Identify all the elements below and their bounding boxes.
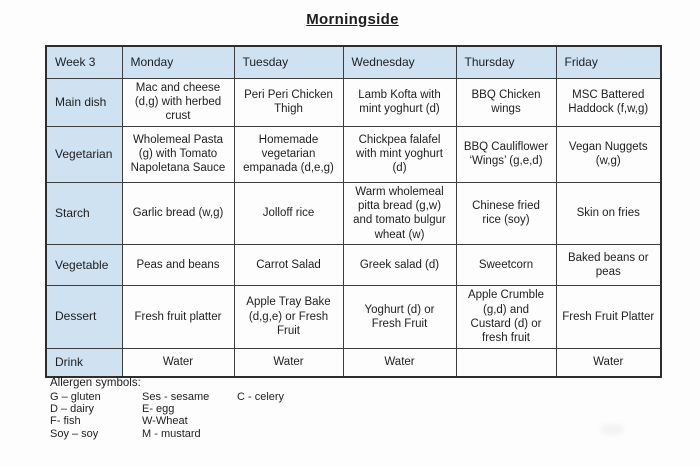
table-header-row: Week 3 Monday Tuesday Wednesday Thursday…	[45, 45, 662, 79]
menu-cell: Peri Peri Chicken Thigh	[233, 77, 344, 127]
menu-cell: Skin on fries	[555, 181, 662, 246]
row-label-vegetarian: Vegetarian	[45, 125, 123, 183]
row-label-starch: Starch	[45, 181, 123, 246]
table-row-main-dish: Main dish Mac and cheese (d,g) with herb…	[45, 77, 662, 127]
table-row-vegetable: Vegetable Peas and beans Carrot Salad Gr…	[45, 244, 662, 287]
menu-cell: Homemade vegetarian empanada (d,e,g)	[233, 125, 344, 183]
menu-cell: Fresh fruit platter	[121, 285, 235, 349]
menu-cell	[455, 347, 557, 378]
row-label-drink: Drink	[45, 347, 123, 378]
page-title: Morningside	[306, 11, 399, 28]
legend-heading: Allergen symbols:	[50, 377, 141, 389]
header-monday: Monday	[121, 45, 235, 79]
row-label-vegetable: Vegetable	[45, 244, 123, 287]
legend-item-celery: C - celery	[237, 391, 285, 403]
table-row-drink: Drink Water Water Water Water	[45, 347, 662, 378]
menu-cell: Baked beans or peas	[555, 244, 662, 287]
menu-cell: Wholemeal Pasta (g) with Tomato Napoleta…	[121, 125, 235, 183]
menu-cell: Apple Tray Bake (d,g,e) or Fresh Fruit	[233, 285, 344, 349]
menu-cell: Lamb Kofta with mint yoghurt (d)	[342, 77, 457, 127]
menu-cell: Greek salad (d)	[342, 244, 457, 287]
legend-column-2: Ses - sesame E- egg W-Wheat M - mustard	[142, 391, 237, 440]
legend-columns: G – gluten D – dairy F- fish Soy – soy S…	[50, 391, 284, 440]
menu-cell: Warm wholemeal pitta bread (g,w) and tom…	[342, 181, 457, 246]
header-friday: Friday	[555, 45, 662, 79]
header-week: Week 3	[45, 45, 123, 79]
legend-item-sesame: Ses - sesame	[142, 391, 210, 403]
menu-cell: Chickpea falafel with mint yoghurt (d)	[342, 125, 457, 183]
menu-cell: Water	[555, 347, 662, 378]
table-row-vegetarian: Vegetarian Wholemeal Pasta (g) with Toma…	[45, 125, 662, 183]
legend-item-egg: E- egg	[142, 403, 175, 416]
table-row-dessert: Dessert Fresh fruit platter Apple Tray B…	[45, 285, 662, 349]
menu-cell: Apple Crumble (g,d) and Custard (d) or f…	[455, 285, 557, 349]
menu-cell: Jolloff rice	[233, 181, 344, 246]
menu-cell: Chinese fried rice (soy)	[455, 181, 557, 246]
legend-item-fish: F- fish	[50, 415, 81, 428]
legend-item-soy: Soy – soy	[50, 427, 99, 440]
legend-item-mustard: M - mustard	[142, 427, 201, 440]
menu-cell: Water	[233, 347, 344, 378]
menu-cell: Mac and cheese (d,g) with herbed crust	[121, 77, 235, 127]
menu-cell: Yoghurt (d) or Fresh Fruit	[342, 285, 457, 349]
row-label-dessert: Dessert	[45, 285, 123, 349]
menu-cell: Sweetcorn	[455, 244, 557, 287]
legend-column-3: C - celery	[237, 391, 284, 403]
header-wednesday: Wednesday	[342, 45, 457, 79]
menu-cell: Carrot Salad	[233, 244, 344, 287]
legend-item-dairy: D – dairy	[50, 403, 95, 416]
allergen-legend: Allergen symbols: G – gluten D – dairy F…	[50, 377, 284, 440]
row-label-main-dish: Main dish	[45, 77, 123, 127]
scan-smudge	[600, 424, 624, 435]
menu-cell: BBQ Cauliflower ‘Wings’ (g,e,d)	[455, 125, 557, 183]
menu-cell: Garlic bread (w,g)	[121, 181, 235, 246]
menu-cell: Water	[121, 347, 235, 378]
menu-cell: BBQ Chicken wings	[455, 77, 557, 127]
header-tuesday: Tuesday	[233, 45, 344, 79]
menu-cell: Vegan Nuggets (w,g)	[555, 125, 662, 183]
legend-column-1: G – gluten D – dairy F- fish Soy – soy	[50, 391, 142, 440]
menu-cell: MSC Battered Haddock (f,w,g)	[555, 77, 662, 127]
header-thursday: Thursday	[455, 45, 557, 79]
menu-table: Week 3 Monday Tuesday Wednesday Thursday…	[45, 45, 662, 379]
table-row-starch: Starch Garlic bread (w,g) Jolloff rice W…	[45, 181, 662, 246]
menu-cell: Peas and beans	[121, 244, 235, 287]
legend-item-gluten: G – gluten	[50, 391, 101, 403]
menu-cell: Fresh Fruit Platter	[555, 285, 662, 349]
legend-item-wheat: W-Wheat	[142, 415, 188, 428]
menu-cell: Water	[342, 347, 457, 378]
